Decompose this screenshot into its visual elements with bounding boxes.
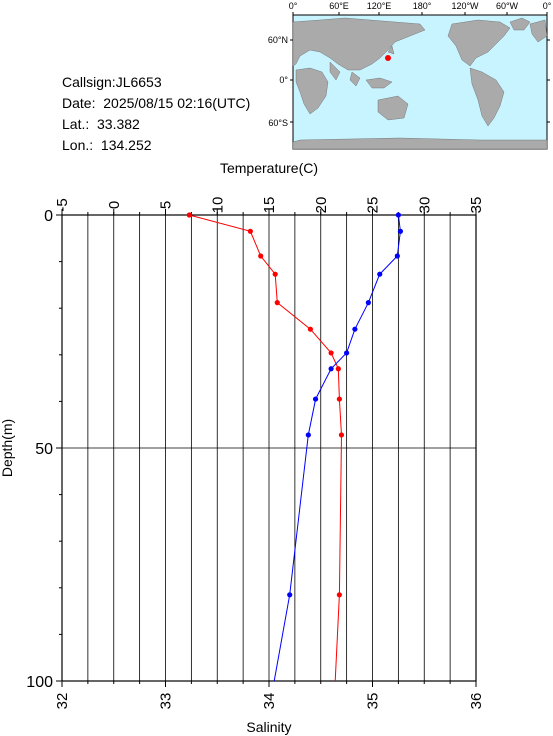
temperature-point bbox=[335, 366, 341, 372]
temperature-tick-label: 35 bbox=[468, 197, 485, 214]
temperature-point bbox=[274, 300, 280, 306]
temperature-axis: -5 0 5 10 15 20 25 30 35 bbox=[54, 197, 485, 215]
salinity-point bbox=[395, 212, 401, 218]
date-label: Date: 2025/08/15 02:16(UTC) bbox=[62, 95, 251, 111]
map-lon-label: 0° bbox=[543, 1, 552, 11]
salinity-line bbox=[273, 214, 401, 682]
temperature-point bbox=[336, 592, 342, 598]
salinity-point bbox=[352, 326, 358, 332]
map-lon-label: 0° bbox=[289, 1, 298, 11]
chart-grid bbox=[61, 215, 477, 681]
salinity-point bbox=[344, 350, 350, 356]
chart-series bbox=[186, 212, 404, 682]
temperature-tick-label: 5 bbox=[158, 201, 175, 209]
salinity-tick-label: 34 bbox=[261, 693, 278, 710]
salinity-point bbox=[305, 432, 311, 438]
map-lat-label: 0° bbox=[279, 75, 288, 85]
temperature-point bbox=[338, 432, 345, 438]
temperature-point bbox=[247, 228, 253, 234]
temperature-tick-label: 15 bbox=[261, 197, 278, 214]
lat-label: Lat.: 33.382 bbox=[62, 116, 140, 132]
temperature-point bbox=[186, 212, 192, 218]
temperature-point bbox=[336, 396, 342, 402]
temperature-tick-label: 20 bbox=[313, 197, 330, 214]
salinity-axis-title: Salinity bbox=[246, 719, 291, 735]
temperature-tick-label: 25 bbox=[365, 197, 382, 214]
temperature-tick-label: 0 bbox=[106, 201, 123, 209]
map-lat-label: 60°N bbox=[268, 35, 288, 45]
temperature-tick-label: -5 bbox=[54, 198, 71, 211]
map-lon-label: 120°E bbox=[367, 1, 392, 11]
salinity-point bbox=[365, 300, 371, 306]
station-info: Callsign:JL6653 Date: 2025/08/15 02:16(U… bbox=[62, 72, 250, 156]
depth-axis: 0 50 100 bbox=[26, 208, 62, 691]
temperature-tick-label: 30 bbox=[416, 197, 433, 214]
callsign-label: Callsign:JL6653 bbox=[62, 74, 162, 90]
map-lon-label: 180° bbox=[413, 1, 432, 11]
salinity-tick-label: 36 bbox=[468, 693, 485, 710]
depth-tick-label: 50 bbox=[35, 441, 53, 458]
temperature-point bbox=[307, 326, 313, 332]
temperature-point bbox=[272, 271, 278, 277]
temperature-line bbox=[189, 214, 343, 682]
salinity-tick-label: 32 bbox=[54, 693, 71, 710]
map-lat-labels: 60°N 0° 60°S bbox=[268, 35, 289, 128]
salinity-point bbox=[377, 271, 383, 277]
salinity-tick-label: 33 bbox=[158, 693, 175, 710]
world-map: 0° 60°E 120°E 180° 120°W 60°W 0° 60°N 0°… bbox=[268, 1, 552, 150]
salinity-point bbox=[312, 396, 319, 402]
depth-axis-title: Depth(m) bbox=[0, 419, 15, 477]
depth-tick-label: 100 bbox=[26, 674, 53, 691]
depth-tick-label: 0 bbox=[44, 208, 53, 225]
temperature-axis-title: Temperature(C) bbox=[220, 160, 318, 176]
lon-label: Lon.: 134.252 bbox=[62, 137, 152, 153]
temperature-point bbox=[258, 253, 264, 259]
salinity-point bbox=[394, 253, 400, 259]
map-lon-labels: 0° 60°E 120°E 180° 120°W 60°W 0° bbox=[289, 1, 552, 11]
map-land bbox=[292, 17, 548, 150]
map-lat-label: 60°S bbox=[268, 118, 288, 128]
salinity-point bbox=[397, 228, 404, 234]
salinity-axis: 32 33 34 35 36 bbox=[54, 681, 485, 709]
salinity-tick-label: 35 bbox=[365, 693, 382, 710]
salinity-point bbox=[287, 592, 293, 598]
salinity-point bbox=[328, 366, 334, 372]
map-lon-label: 60°W bbox=[496, 1, 519, 11]
map-lon-label: 60°E bbox=[329, 1, 349, 11]
temperature-point bbox=[328, 350, 334, 356]
temperature-tick-label: 10 bbox=[209, 197, 226, 214]
station-marker bbox=[385, 55, 391, 61]
map-lon-label: 120°W bbox=[451, 1, 479, 11]
map-axis-ticks bbox=[290, 12, 550, 123]
